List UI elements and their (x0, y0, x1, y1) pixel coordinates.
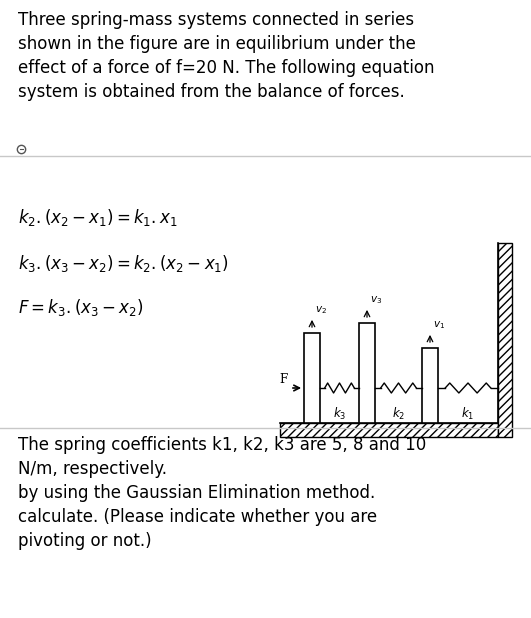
Bar (280, 423, 498, 437)
Text: $k_2$: $k_2$ (392, 406, 405, 422)
Bar (359, 323, 375, 423)
Text: $F = k_3.(x_3 - x_2)$: $F = k_3.(x_3 - x_2)$ (18, 297, 143, 318)
Text: The spring coefficients k1, k2, k3 are 5, 8 and 10
N/m, respectively.
by using t: The spring coefficients k1, k2, k3 are 5… (18, 436, 426, 549)
Text: $v_2$: $v_2$ (315, 304, 327, 316)
Bar (304, 333, 320, 423)
Text: F: F (280, 373, 288, 386)
Text: $k_1$: $k_1$ (461, 406, 475, 422)
Bar (422, 348, 438, 423)
Text: $k_2.(x_2 - x_1) = k_1.x_1$: $k_2.(x_2 - x_1) = k_1.x_1$ (18, 208, 177, 229)
Text: $k_3$: $k_3$ (333, 406, 346, 422)
Text: $v_1$: $v_1$ (433, 320, 445, 331)
Text: $v_3$: $v_3$ (370, 294, 382, 306)
Text: Three spring-mass systems connected in series
shown in the figure are in equilib: Three spring-mass systems connected in s… (18, 11, 434, 101)
Text: $k_3.(x_3 - x_2) = k_2.(x_2 - x_1)$: $k_3.(x_3 - x_2) = k_2.(x_2 - x_1)$ (18, 253, 229, 274)
Bar (498, 243, 512, 437)
